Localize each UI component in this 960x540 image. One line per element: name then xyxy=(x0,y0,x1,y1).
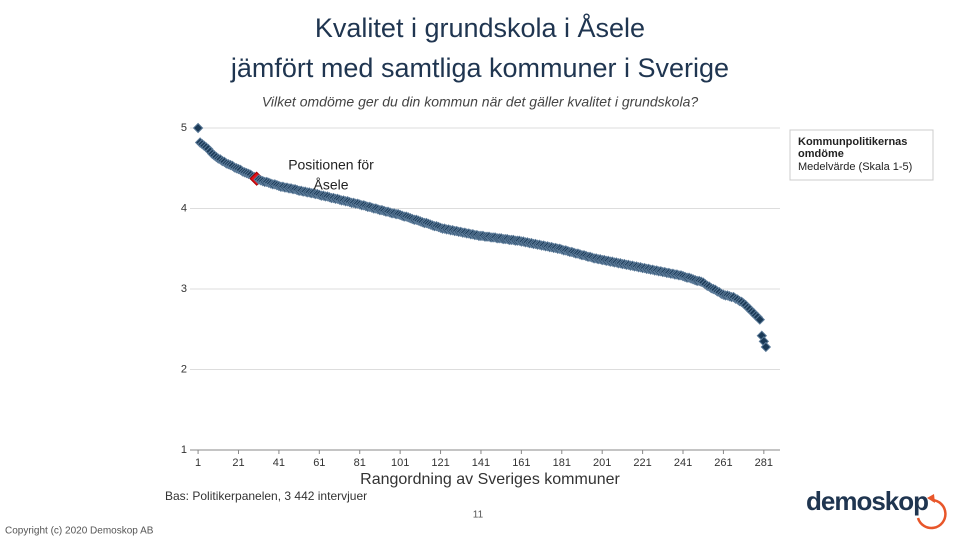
x-axis-label: Rangordning av Sveriges kommuner xyxy=(360,471,620,488)
page-number: 11 xyxy=(473,510,484,521)
logo-arrow-head xyxy=(927,494,935,503)
x-tick-label: 101 xyxy=(391,457,409,469)
x-tick-label: 281 xyxy=(755,457,773,469)
x-tick-label: 261 xyxy=(714,457,732,469)
subtitle: Vilket omdöme ger du din kommun när det … xyxy=(262,94,699,110)
footnote: Bas: Politikerpanelen, 3 442 intervjuer xyxy=(165,489,367,503)
copyright: Copyright (c) 2020 Demoskop AB xyxy=(5,526,154,537)
x-tick-label: 161 xyxy=(512,457,530,469)
y-tick-label: 5 xyxy=(181,122,187,134)
x-tick-label: 201 xyxy=(593,457,611,469)
x-tick-label: 181 xyxy=(553,457,571,469)
y-tick-label: 2 xyxy=(181,363,187,375)
logo-arrow xyxy=(916,498,947,530)
legend-note: Medelvärde (Skala 1-5) xyxy=(798,161,912,173)
point xyxy=(754,314,766,325)
logo: demoskop xyxy=(806,486,928,516)
y-tick-label: 1 xyxy=(181,444,187,456)
point xyxy=(192,122,204,134)
x-tick-label: 1 xyxy=(195,457,201,469)
title-line: jämfört med samtliga kommuner i Sverige xyxy=(230,53,729,83)
x-tick-label: 141 xyxy=(472,457,490,469)
x-tick-label: 81 xyxy=(354,457,366,469)
x-tick-label: 221 xyxy=(633,457,651,469)
x-tick-label: 241 xyxy=(674,457,692,469)
x-tick-label: 61 xyxy=(313,457,325,469)
x-tick-label: 21 xyxy=(232,457,244,469)
x-tick-label: 121 xyxy=(431,457,449,469)
point xyxy=(760,341,772,353)
legend-box xyxy=(789,129,934,181)
y-tick-label: 4 xyxy=(181,202,187,214)
y-tick-label: 3 xyxy=(181,283,187,295)
annotation: Åsele xyxy=(313,177,348,193)
title-line: Kvalitet i grundskola i Åsele xyxy=(315,12,645,43)
x-tick-label: 41 xyxy=(273,457,285,469)
legend-label: Kommunpolitikernas omdöme xyxy=(798,136,910,160)
annotation: Positionen för xyxy=(288,157,374,173)
